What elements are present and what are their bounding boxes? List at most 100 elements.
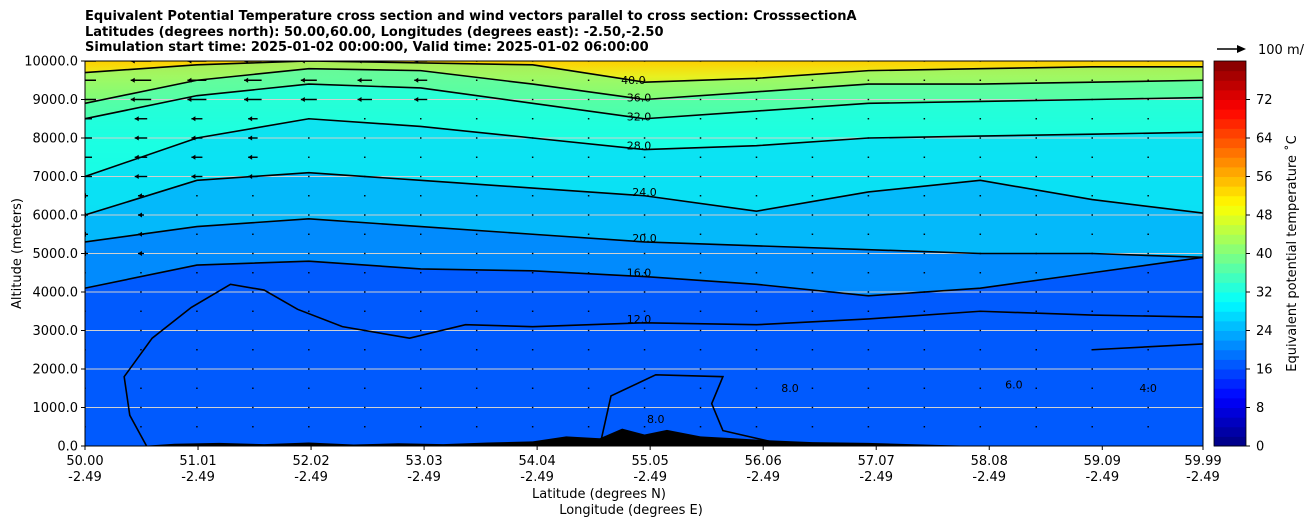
colorbar-tick-label: 64 xyxy=(1256,132,1273,147)
colorbar-band xyxy=(1214,128,1246,139)
axes: 0.0 1000.0 2000.0 3000.0 4000.0 5000.0 6000.0 7… xyxy=(10,45,1246,518)
wind-vector-head xyxy=(137,251,142,256)
chart-title: Equivalent Potential Temperature cross s… xyxy=(85,9,857,56)
colorbar-tick-label: 48 xyxy=(1256,209,1273,224)
contour-label: 8.0 xyxy=(781,382,799,395)
colorbar-tick-label: 16 xyxy=(1256,363,1273,378)
colorbar-band xyxy=(1214,340,1246,351)
colorbar-band xyxy=(1214,311,1246,322)
contour-4 xyxy=(1092,343,1203,351)
contour-label: 16.0 xyxy=(627,267,652,280)
colorbar-band xyxy=(1214,109,1246,120)
contour-label: 8.0 xyxy=(647,413,665,426)
colorbar-band xyxy=(1214,378,1246,389)
wind-vector-head xyxy=(137,212,142,218)
quiver-key-arrow-head xyxy=(1237,45,1246,53)
x-tick-label-lat: 57.07 xyxy=(858,454,895,469)
contour-label: 32.0 xyxy=(627,111,652,124)
x-axis-label-lat: Latitude (degrees N) xyxy=(532,487,666,502)
x-tick-label-lon: -2.49 xyxy=(859,470,893,485)
colorbar-tick-label: 24 xyxy=(1256,324,1273,339)
x-tick-label-lon: -2.49 xyxy=(633,470,667,485)
colorbar-band xyxy=(1214,195,1246,206)
theta-band-16 xyxy=(85,257,1203,446)
wind-vector-head xyxy=(134,116,139,122)
colorbar-band xyxy=(1214,330,1246,341)
x-tick-label-lon: -2.49 xyxy=(520,470,554,485)
colorbar-band xyxy=(1214,263,1246,274)
y-tick-label: 9000.0 xyxy=(33,93,79,108)
colorbar-band xyxy=(1214,99,1246,110)
colorbar-band xyxy=(1214,253,1246,264)
colorbar-band xyxy=(1214,301,1246,312)
x-tick-label-lat: 59.09 xyxy=(1084,454,1121,469)
x-tick-label-lat: 53.03 xyxy=(405,454,442,469)
colorbar-tick-label: 32 xyxy=(1256,286,1273,301)
wind-vector-head xyxy=(248,174,253,179)
wind-vector-head xyxy=(134,174,139,179)
wind-vector-head xyxy=(300,61,305,64)
wind-vector-head xyxy=(244,77,249,83)
wind-vector-head xyxy=(414,61,419,64)
x-tick-label-lat: 50.00 xyxy=(66,454,103,469)
colorbar-band xyxy=(1214,70,1246,81)
y-tick-label: 10000.0 xyxy=(24,55,78,70)
contour-label: 20.0 xyxy=(632,232,657,245)
colorbar-tick-label: 0 xyxy=(1256,440,1264,455)
x-tick-label-lat: 52.02 xyxy=(292,454,329,469)
wind-vector-head xyxy=(134,154,139,160)
contour-label: 40.0 xyxy=(621,74,646,87)
wind-vector-head xyxy=(130,97,135,102)
wind-vector-head xyxy=(187,77,192,83)
wind-vector-head xyxy=(357,97,362,102)
colorbar-band xyxy=(1214,388,1246,399)
colorbar-band xyxy=(1214,80,1246,91)
contour-28 xyxy=(85,117,1203,178)
colorbar-band xyxy=(1214,282,1246,293)
wind-vector-head xyxy=(191,116,196,122)
wind-vectors xyxy=(85,61,1149,428)
contour-8 xyxy=(599,373,791,446)
colorbar-band xyxy=(1214,147,1246,158)
y-tick-label: 6000.0 xyxy=(33,209,79,224)
wind-vector-head xyxy=(248,116,253,122)
wind-vector-head xyxy=(357,61,362,64)
colorbar: 0 8 16 24 32 40 48 56 64 72 Equivalent potential t… xyxy=(1213,60,1300,455)
title-line-3: Simulation start time: 2025-01-02 00:00:… xyxy=(85,40,649,55)
x-axis-label-lon: Longitude (degrees E) xyxy=(559,503,703,518)
wind-vector-head xyxy=(137,231,142,237)
wind-vector-head xyxy=(134,135,139,141)
x-tick-label-lat: 54.04 xyxy=(519,454,556,469)
colorbar-band xyxy=(1214,224,1246,235)
wind-vector-head xyxy=(248,154,253,160)
colorbar-band xyxy=(1214,166,1246,177)
wind-vector-head xyxy=(357,77,362,83)
x-tick-label-lon: -2.49 xyxy=(68,470,102,485)
contour-20 xyxy=(85,218,1203,259)
contour-label: 36.0 xyxy=(627,91,652,104)
x-tick-label-lat: 51.01 xyxy=(179,454,216,469)
wind-vector-head xyxy=(187,97,192,102)
colorbar-tick-label: 8 xyxy=(1256,401,1264,416)
contour-12 xyxy=(123,283,1203,446)
colorbar-band xyxy=(1214,138,1246,149)
colorbar-band xyxy=(1214,349,1246,360)
colorbar-band xyxy=(1214,397,1246,408)
x-tick-label-lon: -2.49 xyxy=(407,470,441,485)
x-tick-label-lat: 55.05 xyxy=(632,454,669,469)
colorbar-band xyxy=(1214,426,1246,437)
x-tick-label-lon: -2.49 xyxy=(181,470,215,485)
wind-vector-head xyxy=(300,97,305,102)
wind-vector-head xyxy=(244,97,249,102)
x-tick-label-lat: 56.06 xyxy=(745,454,782,469)
x-tick-label-lon: -2.49 xyxy=(294,470,328,485)
x-tick-label-lon: -2.49 xyxy=(1186,470,1220,485)
colorbar-tick-label: 40 xyxy=(1256,247,1273,262)
y-tick-label: 3000.0 xyxy=(33,324,79,339)
x-tick-label-lat: 59.99 xyxy=(1184,454,1221,469)
y-tick-label: 2000.0 xyxy=(33,363,79,378)
wind-vector-head xyxy=(244,61,249,64)
colorbar-band xyxy=(1214,186,1246,197)
colorbar-band xyxy=(1214,417,1246,428)
x-tick-label-lat: 58.08 xyxy=(971,454,1008,469)
